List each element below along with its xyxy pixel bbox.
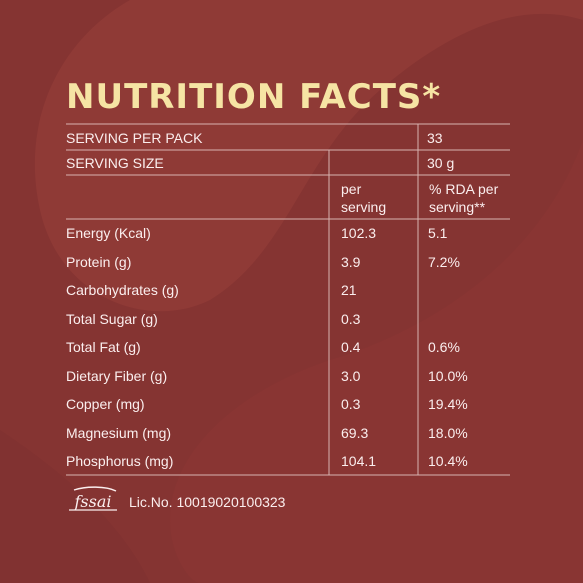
nutrient-rda: 19.4% [428,396,468,412]
nutrient-name: Carbohydrates (g) [66,282,179,298]
serving-per-pack-value: 33 [427,130,443,146]
page-title: NUTRITION FACTS* [66,77,442,117]
nutrient-name: Total Fat (g) [66,339,141,355]
nutrient-per-serving: 0.3 [341,396,361,412]
nutrient-per-serving: 21 [341,282,357,298]
nutrient-rda: 7.2% [428,254,460,270]
license-number: Lic.No. 10019020100323 [129,494,286,510]
serving-size-value: 30 g [427,155,455,171]
nutrient-name: Total Sugar (g) [66,311,158,327]
svg-text:fssai: fssai [74,492,112,511]
nutrient-per-serving: 102.3 [341,225,377,241]
serving-size-label: SERVING SIZE [66,155,164,171]
nutrient-per-serving: 104.1 [341,453,377,469]
column-header-per-serving-line1: per [341,181,362,197]
nutrient-per-serving: 3.9 [341,254,361,270]
nutrient-rda: 18.0% [428,425,468,441]
nutrient-name: Copper (mg) [66,396,145,412]
nutrient-rda: 10.4% [428,453,468,469]
nutrient-name: Protein (g) [66,254,132,270]
column-header-rda-line2: serving** [429,199,486,215]
column-header-rda-line1: % RDA per [429,181,499,197]
nutrient-name: Phosphorus (mg) [66,453,174,469]
nutrient-per-serving: 0.3 [341,311,361,327]
serving-per-pack-label: SERVING PER PACK [66,130,203,146]
nutrient-name: Energy (Kcal) [66,225,151,241]
column-header-per-serving-line2: serving [341,199,387,215]
nutrient-per-serving: 69.3 [341,425,369,441]
nutrient-rda: 10.0% [428,368,468,384]
nutrient-per-serving: 0.4 [341,339,361,355]
nutrient-rda: 5.1 [428,225,448,241]
nutrient-name: Dietary Fiber (g) [66,368,168,384]
nutrient-rda: 0.6% [428,339,460,355]
nutrient-name: Magnesium (mg) [66,425,172,441]
fssai-logo: fssai [69,486,117,511]
nutrient-per-serving: 3.0 [341,368,361,384]
